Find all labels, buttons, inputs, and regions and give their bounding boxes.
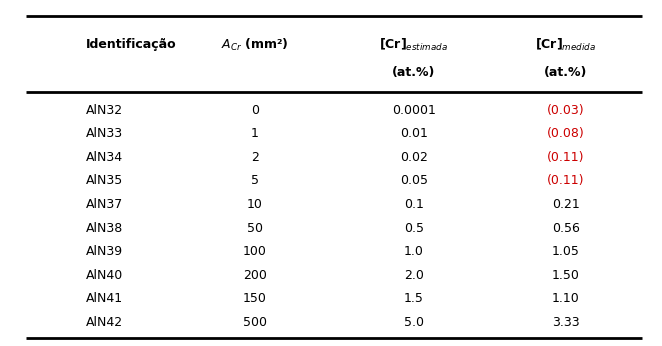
Text: 0.05: 0.05 (400, 174, 428, 188)
Text: Identificação: Identificação (86, 38, 177, 52)
Text: 0.01: 0.01 (400, 127, 428, 140)
Text: AlN41: AlN41 (86, 292, 123, 305)
Text: 3.33: 3.33 (552, 316, 580, 329)
Text: AlN39: AlN39 (86, 245, 123, 258)
Text: 5: 5 (251, 174, 259, 188)
Text: 500: 500 (243, 316, 267, 329)
Text: 0.02: 0.02 (400, 151, 428, 164)
Text: 10: 10 (247, 198, 263, 211)
Text: AlN32: AlN32 (86, 104, 123, 117)
Text: 50: 50 (247, 221, 263, 235)
Text: AlN42: AlN42 (86, 316, 123, 329)
Text: 1.10: 1.10 (552, 292, 580, 305)
Text: AlN40: AlN40 (86, 268, 123, 282)
Text: 1: 1 (251, 127, 259, 140)
Text: 2: 2 (251, 151, 259, 164)
Text: 0.5: 0.5 (404, 221, 424, 235)
Text: (0.08): (0.08) (547, 127, 585, 140)
Text: 150: 150 (243, 292, 267, 305)
Text: [Cr]$_{estimada}$: [Cr]$_{estimada}$ (379, 37, 448, 53)
Text: AlN37: AlN37 (86, 198, 123, 211)
Text: 0.1: 0.1 (404, 198, 424, 211)
Text: 1.5: 1.5 (404, 292, 424, 305)
Text: (0.03): (0.03) (547, 104, 585, 117)
Text: AlN34: AlN34 (86, 151, 123, 164)
Text: (at.%): (at.%) (392, 66, 436, 79)
Text: 0.0001: 0.0001 (392, 104, 436, 117)
Text: (at.%): (at.%) (544, 66, 588, 79)
Text: 200: 200 (243, 268, 267, 282)
Text: $A_{Cr}$ (mm²): $A_{Cr}$ (mm²) (221, 37, 289, 53)
Text: (0.11): (0.11) (547, 174, 585, 188)
Text: 5.0: 5.0 (404, 316, 424, 329)
Text: 0.21: 0.21 (552, 198, 580, 211)
Text: 1.05: 1.05 (552, 245, 580, 258)
Text: AlN33: AlN33 (86, 127, 123, 140)
Text: [Cr]$_{medida}$: [Cr]$_{medida}$ (536, 37, 596, 53)
Text: 100: 100 (243, 245, 267, 258)
Text: 1.0: 1.0 (404, 245, 424, 258)
Text: 0: 0 (251, 104, 259, 117)
Text: 2.0: 2.0 (404, 268, 424, 282)
Text: 1.50: 1.50 (552, 268, 580, 282)
Text: 0.56: 0.56 (552, 221, 580, 235)
Text: (0.11): (0.11) (547, 151, 585, 164)
Text: AlN35: AlN35 (86, 174, 123, 188)
Text: AlN38: AlN38 (86, 221, 123, 235)
